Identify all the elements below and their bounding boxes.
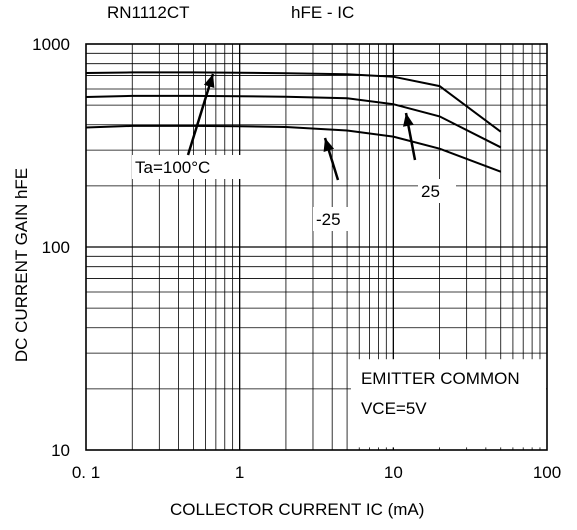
annotation-text-0: EMITTER COMMON	[361, 369, 520, 388]
series-line-0	[85, 71, 502, 133]
series-label-bg	[418, 179, 456, 203]
x-tick-label: 1	[235, 463, 244, 482]
series-arrowhead-0	[203, 74, 215, 88]
y-tick-label: 1000	[32, 35, 70, 54]
x-tick-label: 0. 1	[72, 463, 100, 482]
series-arrow-0	[186, 73, 215, 156]
plot-frame	[85, 43, 548, 451]
annotation-box	[350, 359, 546, 448]
annotation-text-1: VCE=5V	[361, 399, 427, 418]
x-tick-label: 10	[384, 463, 403, 482]
series-arrowhead-1	[403, 113, 414, 127]
series-label-1: 25	[421, 182, 440, 201]
x-tick-label: 100	[533, 463, 561, 482]
y-axis-label: DC CURRENT GAIN hFE	[12, 167, 31, 363]
series-label-bg	[313, 207, 355, 231]
y-tick-label: 10	[51, 441, 70, 460]
x-axis-label: COLLECTOR CURRENT IC (mA)	[170, 500, 425, 519]
y-tick-label: 100	[42, 238, 70, 257]
series-label-0: Ta=100°C	[135, 158, 210, 177]
series-line-1	[85, 94, 502, 149]
chart-title: hFE - IC	[291, 3, 355, 22]
part-number: RN1112CT	[107, 3, 190, 22]
series-label-2: -25	[316, 210, 341, 229]
series-arrowhead-2	[323, 138, 335, 152]
series-line-2	[85, 124, 502, 173]
series-label-bg	[132, 155, 257, 179]
